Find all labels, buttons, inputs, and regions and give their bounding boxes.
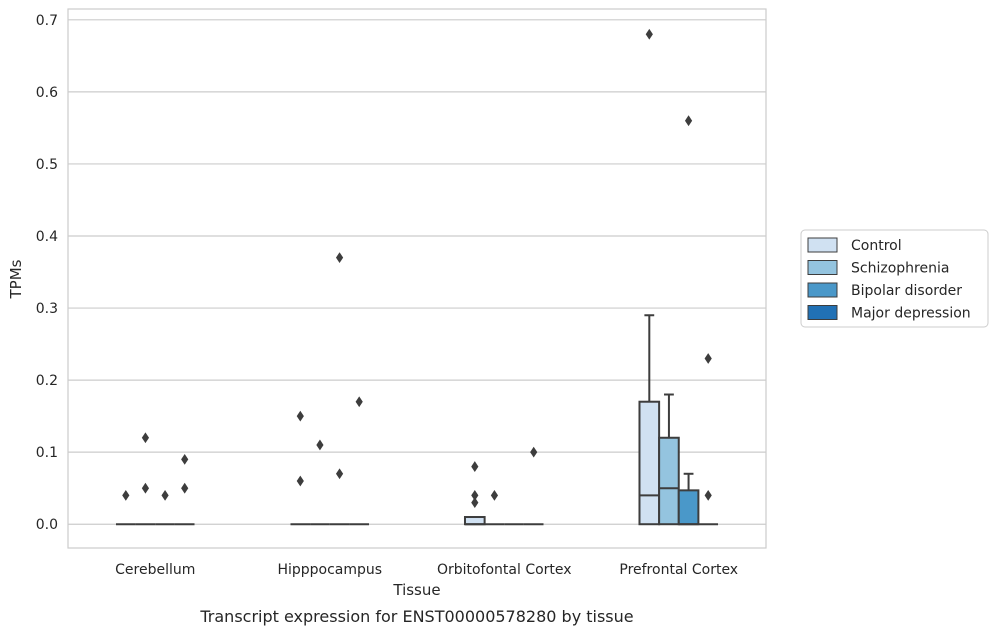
y-tick-label-5: 0.5	[36, 157, 58, 173]
outlier-point-0	[704, 489, 712, 501]
outlier-point-0	[530, 446, 538, 458]
box-body	[463, 516, 486, 526]
outlier-point-0	[355, 396, 363, 408]
box-2-0	[463, 461, 486, 526]
outlier-point-0	[296, 475, 304, 487]
outlier-point-0	[181, 482, 189, 494]
legend-label-3: Major depression	[851, 306, 971, 322]
outlier-point-0	[161, 489, 169, 501]
legend-label-1: Schizophrenia	[851, 261, 949, 277]
y-tick-label-7: 0.7	[36, 13, 58, 29]
legend-swatch-3	[807, 305, 838, 320]
y-tick-label-1: 0.1	[36, 445, 58, 461]
y-axis-label: TPMs	[7, 259, 25, 299]
x-tick-labels: Cerebellum Hipppocampus Orbitofontal Corte…	[115, 562, 738, 578]
outlier-point-1	[704, 353, 712, 364]
box-0-0	[115, 489, 136, 526]
outlier-point-0	[316, 439, 324, 451]
outlier-point-1	[296, 410, 304, 422]
outlier-point-1	[335, 252, 344, 264]
legend-frame	[800, 229, 989, 328]
legend-label-0: Control	[851, 238, 902, 254]
box-body	[638, 400, 661, 526]
x-tick-label-1: Hipppocampus	[277, 562, 382, 578]
legend-swatch-2	[807, 282, 838, 298]
x-tick-label-2: Orbitofontal Cortex	[437, 562, 572, 578]
outlier-point-0	[645, 28, 653, 40]
plot-frame	[67, 8, 767, 549]
box-0-1	[135, 432, 156, 526]
y-tick-labels: 0.0 0.1 0.2 0.3 0.4 0.5 0.6 0.7	[36, 13, 58, 533]
legend: Control Schizophrenia Bipolar disorder Majo…	[800, 229, 989, 328]
y-tick-label-4: 0.4	[36, 229, 58, 245]
legend-swatch-0	[807, 237, 838, 253]
y-tick-label-3: 0.3	[36, 301, 58, 317]
outlier-point-1	[181, 453, 189, 465]
box-0-2	[155, 489, 175, 526]
x-axis-label: Tissue	[392, 581, 440, 599]
x-tick-label-0: Cerebellum	[115, 562, 195, 578]
box-0-3	[174, 453, 195, 526]
legend-label-2: Bipolar disorder	[851, 283, 962, 299]
box-body	[658, 436, 680, 526]
box-1-0	[290, 410, 311, 526]
outlier-point-1	[141, 432, 150, 444]
outlier-point-0	[141, 482, 150, 494]
outlier-point-0	[335, 468, 344, 480]
box-3-2	[677, 115, 700, 526]
x-tick-label-3: Prefrontal Cortex	[619, 562, 738, 578]
chart-caption: Transcript expression for ENST0000057828…	[199, 607, 633, 626]
box-1-3	[349, 396, 370, 526]
outlier-point-0	[471, 497, 479, 509]
outlier-point-2	[471, 461, 479, 472]
legend-swatch-1	[807, 260, 838, 275]
outlier-point-0	[122, 489, 130, 501]
y-tick-label-6: 0.6	[36, 85, 58, 101]
box-2-1	[484, 489, 505, 526]
outlier-point-0	[490, 489, 499, 501]
outlier-point-1	[471, 489, 479, 501]
box-1-1	[310, 439, 330, 526]
box-plots	[115, 28, 719, 526]
box-3-1	[658, 393, 680, 526]
box-body	[677, 489, 700, 526]
box-3-3	[698, 353, 719, 526]
box-2-3	[523, 446, 544, 526]
outlier-point-0	[684, 115, 693, 127]
y-tick-label-2: 0.2	[36, 373, 58, 389]
box-1-2	[329, 252, 350, 526]
y-tick-label-0: 0.0	[36, 517, 58, 533]
